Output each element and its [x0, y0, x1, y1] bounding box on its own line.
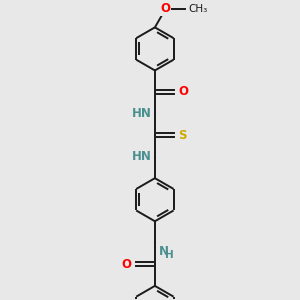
Text: HN: HN [132, 150, 152, 163]
Text: N: N [159, 245, 169, 258]
Text: CH₃: CH₃ [188, 4, 207, 14]
Text: H: H [165, 250, 173, 260]
Text: HN: HN [132, 107, 152, 120]
Text: S: S [178, 129, 187, 142]
Text: O: O [161, 2, 171, 15]
Text: O: O [122, 258, 131, 271]
Text: O: O [178, 85, 188, 98]
